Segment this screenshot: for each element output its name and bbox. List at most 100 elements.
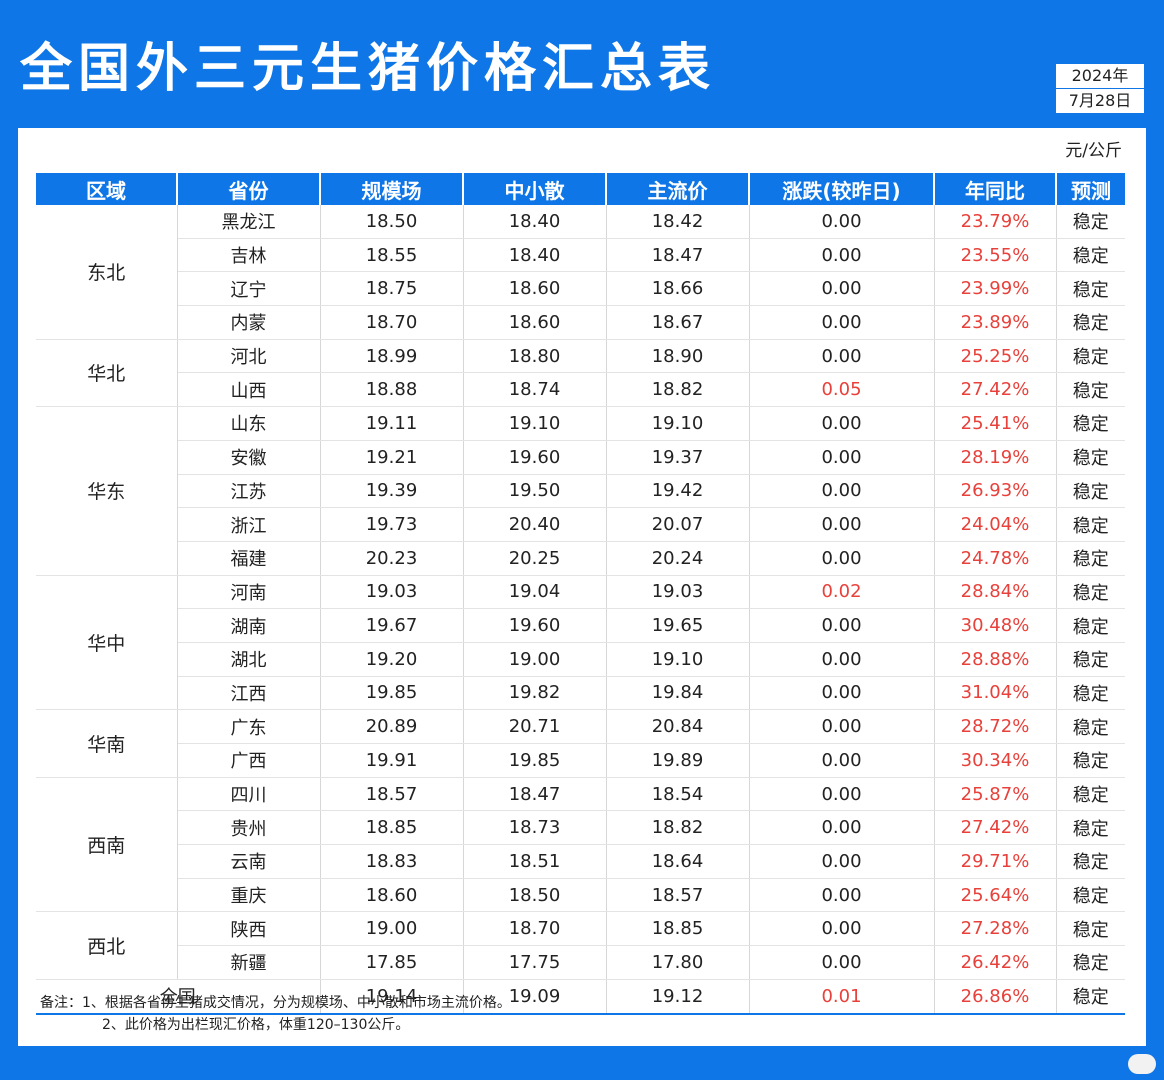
table-row: 华中 河南 19.03 19.04 19.03 0.02 28.84% 稳定 <box>36 575 1125 711</box>
small-farm-cell: 18.73 <box>463 810 607 846</box>
table-row: 广西 19.91 19.85 19.89 0.00 30.34% 稳定 <box>36 743 1125 778</box>
forecast-cell: 稳定 <box>1056 305 1125 340</box>
mainstream-cell: 18.85 <box>606 911 750 947</box>
small-farm-cell: 18.80 <box>463 339 607 374</box>
yoy-cell: 25.64% <box>934 878 1057 913</box>
table-row: 东北 黑龙江 18.50 18.40 18.42 0.00 23.79% 稳定 <box>36 205 1125 340</box>
header-cell: 主流价 <box>606 173 750 205</box>
table-row: 云南 18.83 18.51 18.64 0.00 29.71% 稳定 <box>36 844 1125 879</box>
yoy-cell: 27.28% <box>934 911 1057 947</box>
forecast-cell: 稳定 <box>1056 911 1125 947</box>
mainstream-cell: 18.47 <box>606 238 750 273</box>
region-cell: 西南 <box>36 777 178 913</box>
mainstream-cell: 18.42 <box>606 205 750 239</box>
forecast-cell: 稳定 <box>1056 238 1125 273</box>
forecast-cell: 稳定 <box>1056 878 1125 913</box>
province-cell: 广西 <box>177 743 321 778</box>
change-cell: 0.00 <box>749 844 935 879</box>
table-row: 华北 河北 18.99 18.80 18.90 0.00 25.25% 稳定 <box>36 339 1125 408</box>
province-cell: 四川 <box>177 777 321 812</box>
small-farm-cell: 20.40 <box>463 507 607 542</box>
yoy-cell: 28.88% <box>934 642 1057 677</box>
small-farm-cell: 19.00 <box>463 642 607 677</box>
yoy-cell: 28.72% <box>934 709 1057 744</box>
forecast-cell: 稳定 <box>1056 339 1125 374</box>
scale-farm-cell: 18.83 <box>320 844 464 879</box>
forecast-cell: 稳定 <box>1056 608 1125 643</box>
province-cell: 山东 <box>177 406 321 441</box>
small-farm-cell: 18.51 <box>463 844 607 879</box>
region-cell: 东北 <box>36 205 178 340</box>
yoy-cell: 27.42% <box>934 810 1057 846</box>
change-cell: 0.00 <box>749 541 935 576</box>
header-cell: 省份 <box>177 173 321 205</box>
forecast-cell: 稳定 <box>1056 406 1125 441</box>
scale-farm-cell: 18.75 <box>320 271 464 307</box>
province-cell: 浙江 <box>177 507 321 542</box>
change-cell: 0.00 <box>749 440 935 475</box>
price-table: 区域 省份 规模场 中小散 主流价 涨跌(较昨日) 年同比 预测 东北 黑龙江 18… <box>36 173 1125 1015</box>
region-cell: 西北 <box>36 911 178 980</box>
header-cell: 规模场 <box>320 173 464 205</box>
header-cell: 涨跌(较昨日) <box>749 173 935 205</box>
change-cell: 0.00 <box>749 339 935 374</box>
header-cell: 预测 <box>1056 173 1125 205</box>
yoy-cell: 23.55% <box>934 238 1057 273</box>
scale-farm-cell: 20.23 <box>320 541 464 576</box>
table-row: 辽宁 18.75 18.60 18.66 0.00 23.99% 稳定 <box>36 271 1125 307</box>
small-farm-cell: 17.75 <box>463 945 607 980</box>
forecast-cell: 稳定 <box>1056 440 1125 475</box>
yoy-cell: 26.86% <box>934 979 1057 1015</box>
yoy-cell: 23.99% <box>934 271 1057 307</box>
table-row: 西南 四川 18.57 18.47 18.54 0.00 25.87% 稳定 <box>36 777 1125 913</box>
change-cell: 0.00 <box>749 406 935 441</box>
date-day: 7月28日 <box>1055 89 1145 114</box>
scale-farm-cell: 19.03 <box>320 575 464 610</box>
scale-farm-cell: 19.20 <box>320 642 464 677</box>
change-cell: 0.01 <box>749 979 935 1015</box>
forecast-cell: 稳定 <box>1056 372 1125 408</box>
mainstream-cell: 18.54 <box>606 777 750 812</box>
mainstream-cell: 18.64 <box>606 844 750 879</box>
small-farm-cell: 19.04 <box>463 575 607 610</box>
province-cell: 内蒙 <box>177 305 321 340</box>
small-farm-cell: 19.82 <box>463 676 607 711</box>
region-cell: 华中 <box>36 575 178 711</box>
small-farm-cell: 18.60 <box>463 271 607 307</box>
yoy-cell: 28.19% <box>934 440 1057 475</box>
table-row: 西北 陕西 19.00 18.70 18.85 0.00 27.28% 稳定 <box>36 911 1125 980</box>
mainstream-cell: 19.37 <box>606 440 750 475</box>
change-cell: 0.00 <box>749 911 935 947</box>
scale-farm-cell: 19.14 <box>320 979 464 1015</box>
scale-farm-cell: 19.11 <box>320 406 464 441</box>
province-cell: 广东 <box>177 709 321 744</box>
forecast-cell: 稳定 <box>1056 205 1125 239</box>
small-farm-cell: 19.60 <box>463 608 607 643</box>
scale-farm-cell: 18.85 <box>320 810 464 846</box>
mainstream-cell: 18.57 <box>606 878 750 913</box>
scale-farm-cell: 19.91 <box>320 743 464 778</box>
yoy-cell: 27.42% <box>934 372 1057 408</box>
yoy-cell: 25.25% <box>934 339 1057 374</box>
small-farm-cell: 20.71 <box>463 709 607 744</box>
mainstream-cell: 19.65 <box>606 608 750 643</box>
small-farm-cell: 18.74 <box>463 372 607 408</box>
table-row: 江西 19.85 19.82 19.84 0.00 31.04% 稳定 <box>36 676 1125 711</box>
page-title: 全国外三元生猪价格汇总表 <box>20 39 717 99</box>
table-row: 福建 20.23 20.25 20.24 0.00 24.78% 稳定 <box>36 541 1125 576</box>
table-row: 贵州 18.85 18.73 18.82 0.00 27.42% 稳定 <box>36 810 1125 846</box>
small-farm-cell: 18.40 <box>463 205 607 239</box>
change-cell: 0.00 <box>749 945 935 980</box>
scale-farm-cell: 18.99 <box>320 339 464 374</box>
yoy-cell: 24.04% <box>934 507 1057 542</box>
forecast-cell: 稳定 <box>1056 271 1125 307</box>
province-cell: 陕西 <box>177 911 321 947</box>
region-cell: 华南 <box>36 709 178 778</box>
date-badge: 2024年 7月28日 <box>1054 62 1146 115</box>
region-cell: 华东 <box>36 406 178 576</box>
yoy-cell: 25.41% <box>934 406 1057 441</box>
mainstream-cell: 19.10 <box>606 642 750 677</box>
yoy-cell: 26.42% <box>934 945 1057 980</box>
province-cell: 河北 <box>177 339 321 374</box>
header-cell: 区域 <box>36 173 178 205</box>
